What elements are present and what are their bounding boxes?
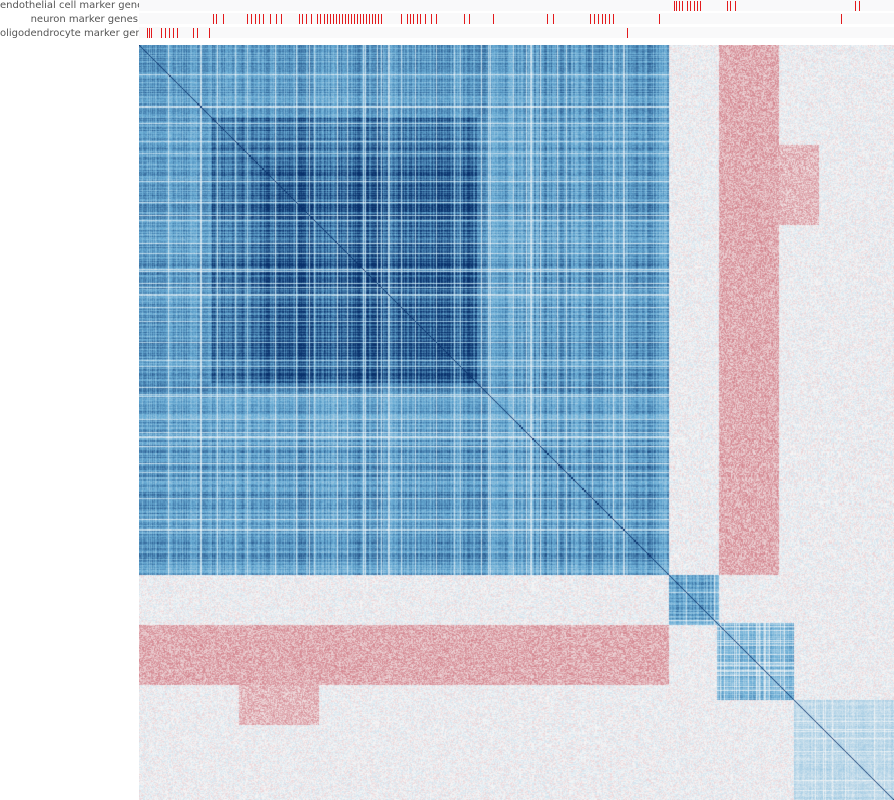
marker-gene-tick: [311, 14, 312, 24]
marker-gene-tick: [694, 1, 695, 11]
marker-gene-tick: [547, 14, 548, 24]
correlation-heatmap: [139, 45, 894, 800]
marker-gene-tick: [700, 1, 701, 11]
marker-gene-tick: [553, 14, 554, 24]
marker-gene-tick: [342, 14, 343, 24]
marker-gene-tick: [682, 1, 683, 11]
marker-gene-tick: [330, 14, 331, 24]
marker-gene-tick: [169, 28, 170, 38]
marker-gene-tick: [609, 14, 610, 24]
marker-gene-tick: [165, 28, 166, 38]
marker-gene-tick: [299, 14, 300, 24]
marker-gene-tick: [378, 14, 379, 24]
marker-gene-tick: [697, 1, 698, 11]
marker-gene-tick: [177, 28, 178, 38]
marker-gene-tick: [263, 14, 264, 24]
marker-gene-tick: [281, 14, 282, 24]
marker-gene-tick: [193, 28, 194, 38]
marker-gene-tick: [357, 14, 358, 24]
marker-gene-tick: [431, 14, 432, 24]
marker-gene-tick: [659, 14, 660, 24]
marker-gene-tick: [859, 1, 860, 11]
marker-gene-tick: [360, 14, 361, 24]
marker-gene-tick: [320, 14, 321, 24]
marker-gene-tick: [674, 1, 675, 11]
marker-gene-tick: [493, 14, 494, 24]
marker-gene-tick: [251, 14, 252, 24]
marker-gene-tick: [324, 14, 325, 24]
marker-gene-tick: [413, 14, 414, 24]
marker-gene-tick: [149, 28, 150, 38]
marker-gene-tick: [372, 14, 373, 24]
marker-gene-tick: [417, 14, 418, 24]
marker-gene-tick: [590, 14, 591, 24]
marker-gene-tick: [161, 28, 162, 38]
marker-gene-tick: [345, 14, 346, 24]
marker-gene-tick: [727, 1, 728, 11]
marker-gene-tick: [407, 14, 408, 24]
marker-gene-tick: [375, 14, 376, 24]
marker-gene-tick: [687, 1, 688, 11]
track-label-neuron: neuron marker genes: [30, 14, 138, 25]
marker-gene-tick: [197, 28, 198, 38]
track-row-neuron: [139, 13, 894, 24]
marker-gene-tick: [730, 1, 731, 11]
marker-gene-tick: [605, 14, 606, 24]
marker-gene-tick: [469, 14, 470, 24]
marker-gene-tick: [679, 1, 680, 11]
marker-gene-tick: [276, 14, 277, 24]
marker-gene-tick: [336, 14, 337, 24]
marker-gene-tick: [690, 1, 691, 11]
marker-gene-tick: [348, 14, 349, 24]
marker-gene-tick: [173, 28, 174, 38]
marker-gene-tick: [735, 1, 736, 11]
track-row-oligodendrocyte: [139, 27, 894, 38]
marker-gene-tick: [855, 1, 856, 11]
marker-gene-tick: [381, 14, 382, 24]
marker-gene-tick: [351, 14, 352, 24]
marker-gene-tick: [302, 14, 303, 24]
marker-gene-tick: [306, 14, 307, 24]
marker-gene-tick: [209, 28, 210, 38]
marker-gene-tick: [613, 14, 614, 24]
marker-gene-tick: [317, 14, 318, 24]
marker-gene-tick: [259, 14, 260, 24]
marker-gene-tick: [327, 14, 328, 24]
track-label-endothelial: endothelial cell marker genes: [0, 0, 149, 11]
marker-gene-tick: [436, 14, 437, 24]
marker-gene-tick: [366, 14, 367, 24]
marker-gene-tick: [255, 14, 256, 24]
marker-gene-tick: [216, 14, 217, 24]
marker-gene-tick: [676, 1, 677, 11]
marker-gene-tick: [354, 14, 355, 24]
marker-gene-tick: [363, 14, 364, 24]
marker-gene-tick: [147, 28, 148, 38]
track-label-oligodendrocyte: oligodendrocyte marker genes: [0, 28, 154, 39]
marker-gene-tick: [594, 14, 595, 24]
marker-gene-tick: [247, 14, 248, 24]
track-row-endothelial: [139, 0, 894, 11]
marker-gene-tick: [420, 14, 421, 24]
marker-gene-tick: [602, 14, 603, 24]
marker-gene-tick: [841, 14, 842, 24]
marker-gene-tick: [598, 14, 599, 24]
marker-gene-tick: [333, 14, 334, 24]
marker-gene-tick: [410, 14, 411, 24]
marker-gene-tick: [425, 14, 426, 24]
marker-gene-tick: [627, 28, 628, 38]
marker-gene-tick: [270, 14, 271, 24]
marker-gene-tick: [369, 14, 370, 24]
marker-gene-tick: [464, 14, 465, 24]
marker-gene-tick: [401, 14, 402, 24]
marker-gene-tick: [213, 14, 214, 24]
marker-gene-tick: [223, 14, 224, 24]
marker-gene-tick: [151, 28, 152, 38]
marker-gene-tick: [339, 14, 340, 24]
